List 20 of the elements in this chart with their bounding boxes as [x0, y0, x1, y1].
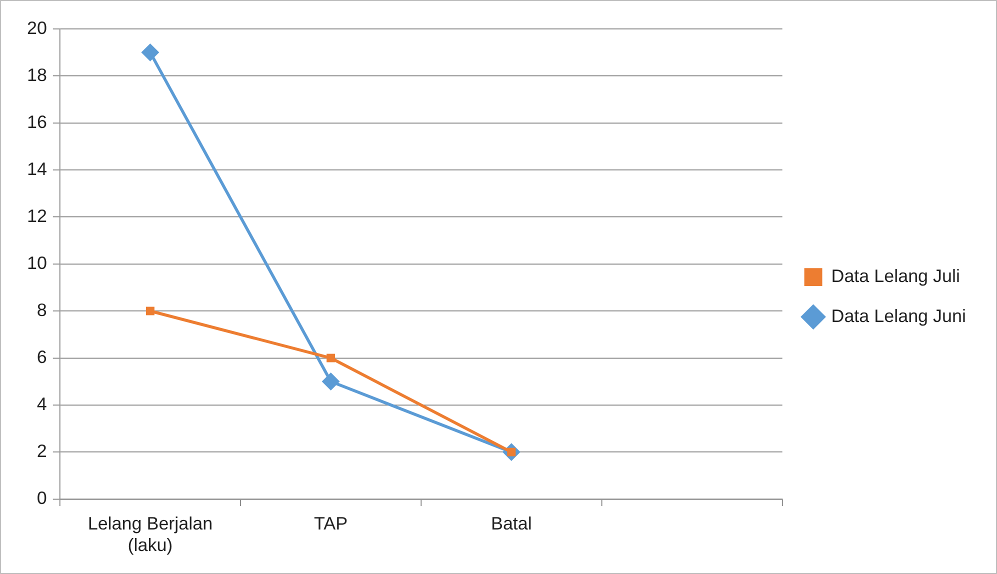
y-tick-label: 2 [36, 441, 47, 461]
x-tick-label: Batal [490, 514, 532, 534]
y-tick-label: 4 [36, 394, 47, 414]
y-tick-label: 18 [26, 64, 47, 85]
x-tick-label: Lelang Berjalan (laku) [88, 514, 213, 556]
y-tick-label: 8 [36, 300, 47, 320]
point [141, 43, 160, 62]
point [146, 306, 154, 316]
legend-label: Data Lelang Juni [831, 306, 966, 326]
y-tick-label: 14 [26, 158, 47, 179]
y-tick-label: 0 [36, 488, 47, 508]
point [322, 372, 340, 390]
y-tick-label: 10 [26, 252, 47, 273]
y-tick-label: 16 [26, 112, 47, 132]
x-tick-label: TAP [314, 514, 348, 534]
y-tick-label: 6 [36, 346, 47, 367]
point [326, 354, 336, 362]
y-tick-label: 12 [26, 206, 47, 226]
legend-label: Data Lelang Juli [831, 266, 960, 286]
y-tick-label: 20 [26, 18, 47, 38]
